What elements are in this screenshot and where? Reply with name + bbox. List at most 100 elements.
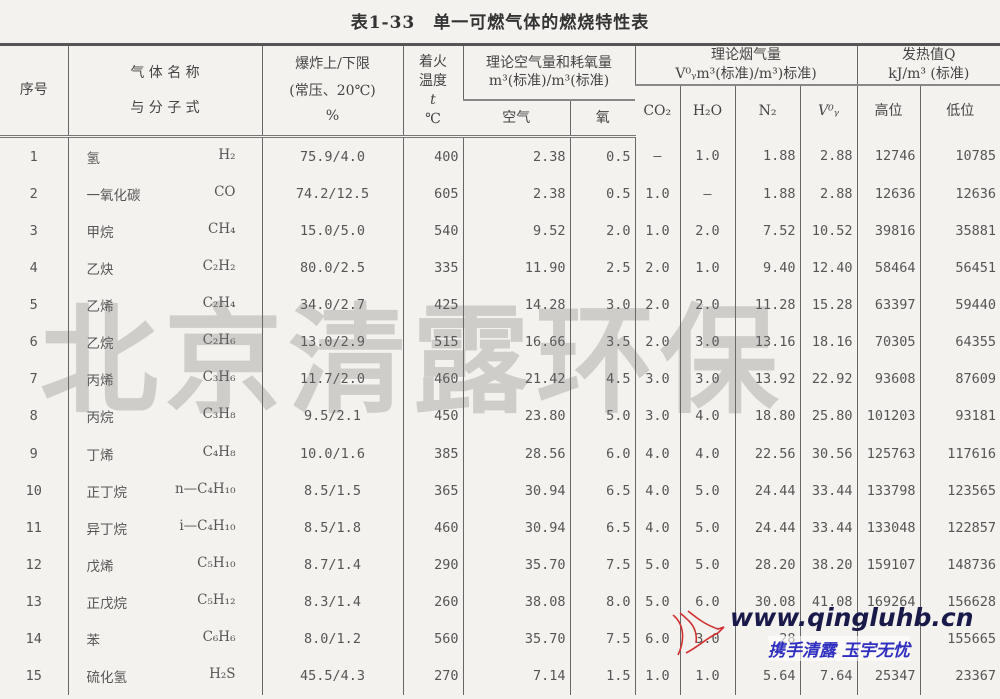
cell-gas: H₂ 氢 [67,136,262,176]
cell-explosion: 8.5/1.8 [261,509,403,547]
cell-oxygen: 0.5 [569,175,635,213]
cell-high: 70305 [856,323,921,361]
gas-formula: C₃H₆ [202,369,236,386]
cell-no: 15 [25,668,42,685]
gas-name: 正丁烷 [86,484,128,501]
cell-gas: C₂H₆ 乙烷 [67,323,262,361]
cell-ignition: 260 [402,583,463,621]
cell-explosion: 13.0/2.9 [261,323,403,361]
header-name-line2: 与 分 子 式 [130,99,200,116]
header-low: 低位 [919,83,1000,137]
header-air-group-line2: m³(标准)/m³(标准) [488,73,610,90]
cell-explosion: 15.0/5.0 [261,212,403,250]
header-ignition: 着火 温度 t ℃ [402,42,463,139]
cell-explosion: 8.0/1.2 [261,620,403,658]
cell-air: 28.56 [462,435,570,473]
cell-gas: C₂H₂ 乙炔 [67,249,262,287]
cell-h2o: 2.0 [679,212,735,250]
cell-no: 1 [29,148,38,165]
cell-n2: 13.16 [734,323,800,361]
gas-formula: C₂H₄ [202,295,236,312]
cell-air: 14.28 [462,286,570,324]
cell-ignition: 400 [402,136,463,176]
cell-air: 16.66 [462,323,570,361]
cell-air: 2.38 [462,136,570,176]
header-high: 高位 [856,83,921,137]
cell-oxygen: 6.5 [569,509,635,547]
header-ignition-line1: 着火 [419,53,447,70]
cell-n2: 1.88 [734,136,800,176]
cell-low: 123565 [919,472,1000,510]
cell-explosion: 74.2/12.5 [261,175,403,213]
cell-ignition: 270 [402,657,463,695]
cell-explosion: 9.5/2.1 [261,397,403,436]
cell-n2: 9.40 [734,249,800,287]
gas-name: 乙烯 [86,299,114,316]
cell-no: 4 [29,260,38,277]
header-explosion: 爆炸上/下限 (常压、20℃) % [261,42,403,139]
header-explosion-line1: 爆炸上/下限 [295,56,370,73]
cell-ignition: 460 [402,360,463,398]
cell-high: 12636 [856,175,921,213]
cell-ignition: 560 [402,620,463,658]
cell-co2: 4.0 [634,509,680,547]
cell-gas: H₂S 硫化氢 [67,657,262,695]
cell-gas: CO 一氧化碳 [67,175,262,213]
cell-air: 7.14 [462,657,570,695]
cell-co2: 5.0 [634,583,680,621]
cell-co2: — [634,136,680,176]
gas-name: 丁烯 [86,447,114,464]
cell-oxygen: 2.0 [569,212,635,250]
table-row: 9 C₄H₈ 丁烯 10.0/1.6 385 28.56 6.0 4.0 4.0 22.56 30.… [0,435,1000,473]
cell-gas: C₆H₆ 苯 [67,620,262,658]
cell-n2: 5.64 [734,657,800,695]
cell-n2: 13.92 [734,360,800,398]
cell-vy: 18.16 [799,323,858,361]
table-row: 4 C₂H₂ 乙炔 80.0/2.5 335 11.90 2.5 2.0 1.0 9.40 12.4… [0,249,1000,287]
table-row: 3 CH₄ 甲烷 15.0/5.0 540 9.52 2.0 1.0 2.0 7.52 10.52 3… [0,212,1000,250]
header-co2: CO₂ [635,83,680,137]
cell-ignition: 450 [402,397,463,436]
cell-oxygen: 7.5 [569,620,635,658]
table-row: 2 CO 一氧化碳 74.2/12.5 605 2.38 0.5 1.0—1.88 2.88 12… [0,175,1000,213]
gas-formula: C₅H₁₂ [197,591,236,608]
cell-gas: CH₄ 甲烷 [67,212,262,250]
cell-ignition: 335 [402,249,463,287]
cell-n2: 28.20 [734,546,800,584]
cell-high: 39816 [856,212,921,250]
cell-high: 93608 [856,360,921,398]
cell-low: 156628 [919,583,1000,621]
table-row: 10 n—C₄H₁₀ 正丁烷 8.5/1.5 365 30.94 6.5 4.0 5.0 24.4… [0,472,1000,510]
cell-h2o: 4.0 [679,435,735,473]
gas-name: 乙炔 [86,262,114,279]
header-vy: V⁰ᵧ [799,83,858,137]
cell-oxygen: 8.0 [569,583,635,621]
table-row: 15 H₂S 硫化氢 45.5/4.3 270 7.14 1.5 1.0 1.0 5.64 7.64… [0,657,1000,695]
cell-explosion: 10.0/1.6 [261,435,403,473]
cell-ignition: 290 [402,546,463,584]
cell-no: 3 [29,223,38,240]
cell-high [856,620,921,658]
cell-vy: 41.08 [799,583,858,621]
cell-vy: 12.40 [799,249,858,287]
cell-high: 133048 [856,509,921,547]
header-ignition-symbol: t [430,91,436,108]
table-row: 12 C₅H₁₀ 戊烯 8.7/1.4 290 35.70 7.5 5.0 5.0 28.20 38… [0,546,1000,584]
cell-air: 38.08 [462,583,570,621]
header-air-group-line1: 理论空气量和耗氧量 [486,54,612,71]
cell-oxygen: 0.5 [569,136,635,176]
table-title: 表1-33 单一可燃气体的燃烧特性表 [350,13,650,33]
gas-formula: n—C₄H₁₀ [174,480,236,497]
gas-name: 戊烯 [86,558,114,575]
header-explosion-unit: % [325,108,340,125]
table-row: 11 i—C₄H₁₀ 异丁烷 8.5/1.8 460 30.94 6.5 4.0 5.0 24.4… [0,509,1000,547]
cell-low: 87609 [919,360,1000,398]
header-name-line1: 气 体 名 称 [130,64,200,81]
cell-high: 63397 [856,286,921,324]
gas-formula: C₆H₆ [202,629,236,646]
cell-no: 10 [25,482,42,499]
cell-vy: 33.44 [799,472,858,510]
cell-high: 133798 [856,472,921,510]
gas-name: 乙烷 [86,336,114,353]
cell-vy: 30.56 [799,435,858,473]
